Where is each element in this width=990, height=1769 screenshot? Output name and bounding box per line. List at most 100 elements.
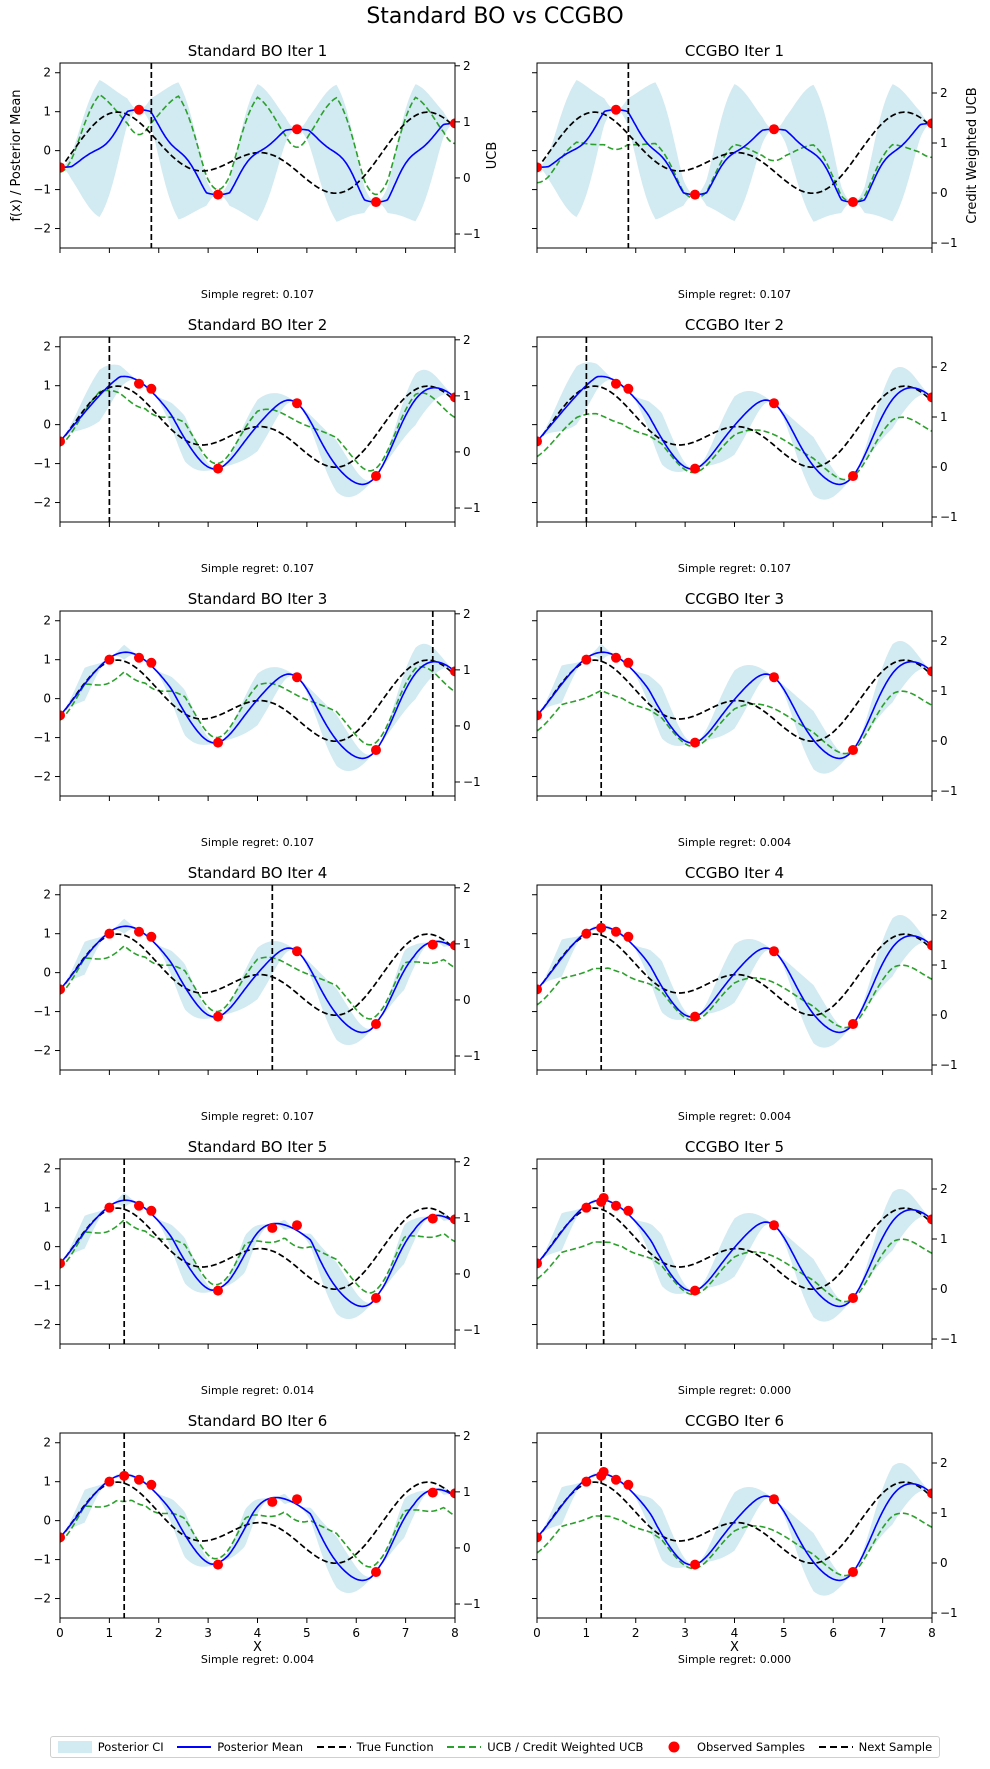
observed-sample-point: [371, 1293, 381, 1304]
right-y-tick-label: 2: [463, 1429, 471, 1443]
plot-area: [537, 63, 932, 248]
legend: Posterior CI Posterior Mean True Functio…: [50, 1736, 940, 1758]
right-y-tick-label: 0: [940, 460, 948, 474]
observed-sample-point: [848, 1567, 858, 1578]
right-y-tick-label: 0: [940, 1282, 948, 1296]
observed-sample-point: [213, 463, 223, 474]
observed-sample-point: [213, 737, 223, 748]
observed-sample-point: [611, 1200, 621, 1211]
left-y-tick-label: −1: [33, 183, 51, 197]
ucb-line: [60, 93, 455, 196]
x-tick-label: 4: [731, 1626, 739, 1640]
observed-sample-point: [598, 1192, 609, 1203]
observed-sample-point: [927, 1214, 932, 1225]
right-y-tick-label: −1: [463, 1323, 481, 1337]
panel-title: CCGBO Iter 4: [685, 864, 784, 882]
observed-sample-point: [769, 1494, 779, 1505]
observed-sample-point: [611, 1474, 621, 1485]
legend-label-observed: Observed Samples: [696, 1740, 806, 1754]
posterior-ci-band: [60, 1473, 455, 1593]
observed-sample-point: [371, 197, 381, 208]
observed-sample-point: [450, 940, 455, 951]
posterior-mean-line: [60, 375, 455, 486]
simple-regret-label: Simple regret: 0.107: [201, 562, 314, 575]
right-y-tick-label: −1: [940, 1332, 958, 1346]
observed-sample-point: [623, 657, 634, 668]
observed-sample-point: [450, 1488, 455, 1499]
observed-sample-point: [537, 984, 542, 995]
panel-std-iter-1: −2 −1 0 1 2 −1 0 1 2 Standard BO Iter 1 Simple reg…: [9, 42, 500, 301]
panel-ccg-iter-4: −1 0 1 2 CCGBO Iter 4 Simple regret: 0.004: [532, 864, 958, 1123]
observed-sample-point: [60, 1532, 65, 1543]
left-y-tick-label: −1: [33, 1005, 51, 1019]
panel-ccg-iter-3: −1 0 1 2 CCGBO Iter 3 Simple regret: 0.004: [532, 590, 958, 849]
right-y-tick-label: 1: [940, 410, 948, 424]
observed-sample-point: [134, 378, 144, 389]
right-y-tick-label: 2: [463, 881, 471, 895]
posterior-mean-line: [60, 1199, 455, 1308]
panel-ccg-iter-6: 0 1 2 3 4 5 6 7 8 −1 0 1 2 CCGBO Iter 6 Simple regret:…: [532, 1412, 958, 1666]
observed-sample-point: [581, 1202, 592, 1213]
observed-sample-point: [213, 1285, 223, 1296]
legend-item-observed: Observed Samples: [657, 1740, 805, 1754]
plot-area: [537, 611, 932, 796]
observed-sample-point: [213, 1011, 223, 1022]
right-y-tick-label: 0: [940, 1556, 948, 1570]
right-y-tick-label: 2: [463, 333, 471, 347]
left-y-tick-label: −2: [33, 770, 51, 784]
left-y-tick-label: 1: [43, 1475, 51, 1489]
observed-sample-point: [213, 189, 223, 200]
observed-sample-point: [119, 1470, 130, 1481]
ucb-line: [537, 412, 932, 481]
observed-sample-point: [690, 463, 700, 474]
observed-sample-point: [927, 940, 932, 951]
left-y-tick-label: 1: [43, 1201, 51, 1215]
x-tick-label: 5: [303, 1626, 311, 1640]
observed-sample-point: [623, 1205, 634, 1216]
right-y-tick-label: 0: [463, 445, 471, 459]
ucb-line: [537, 141, 932, 204]
left-y-tick-label: −1: [33, 457, 51, 471]
observed-sample-point: [60, 436, 65, 447]
posterior-mean-line: [537, 375, 932, 486]
x-tick-label: 4: [254, 1626, 262, 1640]
true-function-line: [60, 1207, 455, 1291]
left-y-tick-label: 1: [43, 653, 51, 667]
right-y-tick-label: 0: [940, 186, 948, 200]
observed-sample-point: [581, 1476, 592, 1487]
plot-area: [60, 885, 455, 1070]
right-y-tick-label: 1: [463, 115, 471, 129]
plot-area: [537, 1433, 932, 1618]
observed-sample-point: [537, 436, 542, 447]
right-y-tick-label: 2: [940, 908, 948, 922]
plot-area: [537, 885, 932, 1070]
observed-sample-point: [690, 1559, 700, 1570]
x-tick-label: 7: [402, 1626, 410, 1640]
right-y-tick-label: 2: [463, 59, 471, 73]
simple-regret-label: Simple regret: 0.000: [678, 1384, 791, 1397]
right-y-tick-label: 0: [940, 1008, 948, 1022]
left-y-tick-label: 1: [43, 105, 51, 119]
legend-swatch-ci: [57, 1741, 92, 1753]
left-y-tick-label: 0: [43, 966, 51, 980]
simple-regret-label: Simple regret: 0.107: [201, 288, 314, 301]
left-y-tick-label: −2: [33, 222, 51, 236]
left-y-tick-label: 0: [43, 1240, 51, 1254]
legend-label-next-sample: Next Sample: [858, 1740, 933, 1754]
panel-title: CCGBO Iter 3: [685, 590, 784, 608]
x-tick-label: 5: [780, 1626, 788, 1640]
right-y-axis-label: Credit Weighted UCB: [965, 87, 980, 223]
observed-sample-point: [292, 1494, 302, 1505]
right-y-tick-label: 1: [463, 389, 471, 403]
right-y-tick-label: 0: [463, 1267, 471, 1281]
simple-regret-label: Simple regret: 0.014: [201, 1384, 314, 1397]
x-tick-label: 1: [583, 1626, 591, 1640]
observed-sample-point: [427, 939, 438, 950]
x-tick-label: 2: [155, 1626, 163, 1640]
plot-area: [60, 63, 455, 248]
figure-suptitle: Standard BO vs CCGBO: [366, 4, 624, 29]
observed-sample-point: [769, 672, 779, 683]
left-y-tick-label: 2: [43, 66, 51, 80]
panel-title: CCGBO Iter 2: [685, 316, 784, 334]
x-tick-label: 3: [204, 1626, 212, 1640]
